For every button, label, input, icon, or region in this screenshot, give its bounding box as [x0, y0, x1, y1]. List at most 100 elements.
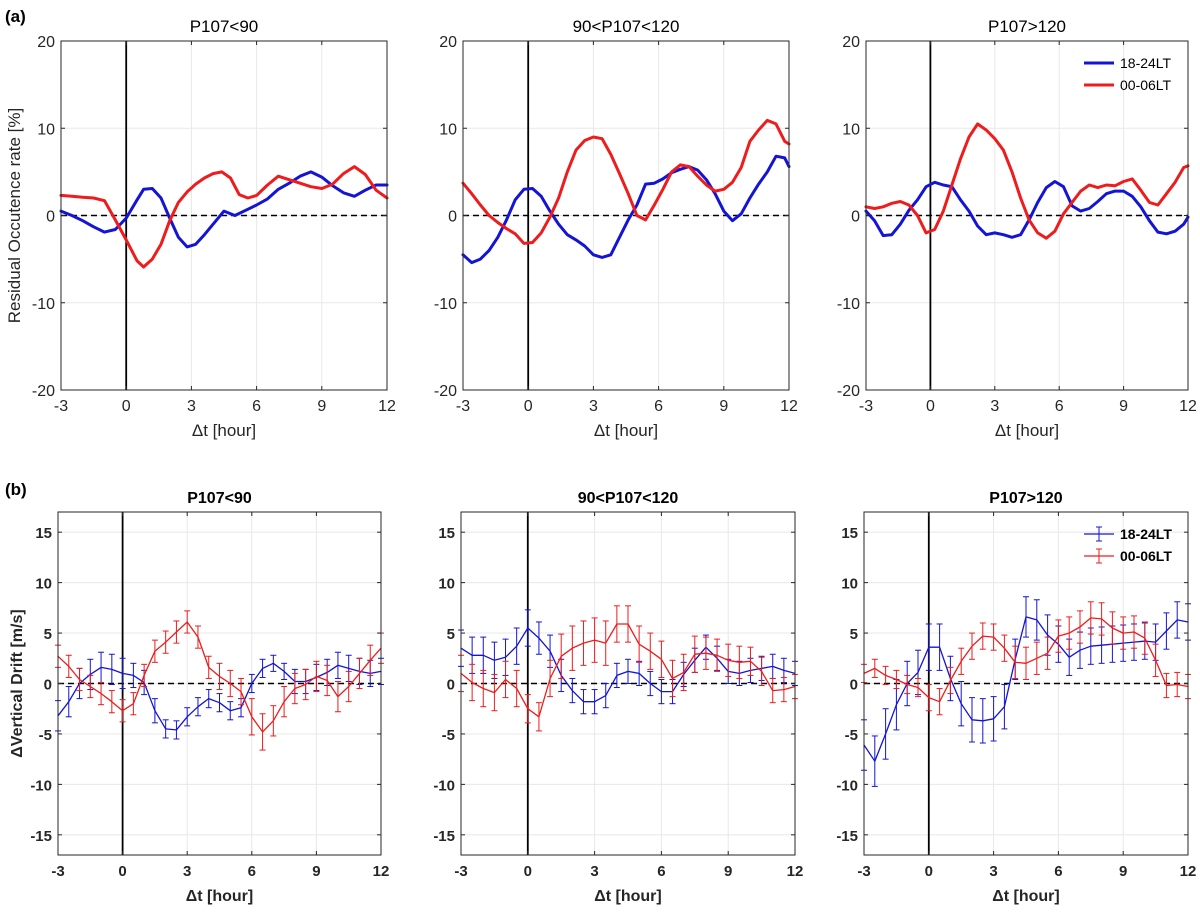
x-tick-label: 9: [312, 863, 320, 880]
y-tick-label: -5: [39, 727, 52, 744]
row-a-label: (a): [5, 7, 26, 26]
x-tick-label: 0: [926, 398, 935, 415]
series-red: [458, 605, 798, 732]
x-axis-label: Δt [hour]: [186, 888, 253, 905]
x-tick-label: -3: [54, 398, 68, 415]
x-tick-label: 6: [252, 398, 261, 415]
chart-title: P107<90: [190, 17, 259, 36]
x-tick-label: 12: [780, 398, 798, 415]
series-red: [861, 601, 1191, 716]
chart-panel-2: -3 0 3 6 9 12 -20 -10 0 10 20 90<P107<120 Δt [hour]: [434, 17, 798, 440]
y-tick-label: 10: [841, 576, 858, 593]
chart-panel-3: -3 0 3 6 9 12 -20 -10 0 10 20 P107>120 Δt [hour] 18-2…: [837, 17, 1197, 440]
y-tick-label: -10: [30, 777, 52, 794]
x-axis-label: Δt [hour]: [594, 421, 658, 440]
y-tick-label: -20: [434, 383, 457, 400]
y-tick-label: -10: [32, 296, 55, 313]
legend-label: 00-06LT: [1120, 77, 1172, 93]
legend-label: 18-24LT: [1120, 526, 1172, 542]
legend: 18-24LT 00-06LT: [1084, 526, 1172, 564]
chart-panel-1: -3 0 3 6 9 12 -20 -10 0 10 20 P107<90 Δt [hour] Resid…: [5, 17, 396, 440]
y-tick-label: -15: [30, 828, 52, 845]
legend: 18-24LT 00-06LT: [1084, 55, 1172, 93]
x-tick-label: 3: [187, 398, 196, 415]
y-axis-label: ΔVertical Drift [m/s]: [9, 609, 26, 757]
x-tick-label: 6: [657, 863, 665, 880]
x-tick-label: 9: [1119, 398, 1128, 415]
y-tick-label: 10: [439, 121, 457, 138]
y-tick-label: 15: [35, 525, 52, 542]
x-tick-label: 12: [787, 863, 804, 880]
y-tick-label: 10: [35, 576, 52, 593]
x-tick-label: 9: [317, 398, 326, 415]
x-tick-label: 12: [1179, 398, 1197, 415]
series-red: [864, 122, 1190, 240]
x-axis-label: Δt [hour]: [992, 888, 1059, 905]
x-tick-label: 3: [589, 398, 598, 415]
x-tick-label: 0: [118, 863, 126, 880]
y-tick-label: -15: [433, 828, 455, 845]
x-tick-label: 0: [925, 863, 933, 880]
x-tick-label: 6: [248, 863, 256, 880]
x-tick-label: 9: [724, 863, 732, 880]
series-line: [461, 154, 791, 265]
panels: -3 0 3 6 9 12 -20 -10 0 10 20 P107<90 Δt [hour] Resid…: [5, 17, 1197, 905]
x-axis-label: Δt [hour]: [594, 888, 661, 905]
x-axis-label: Δt [hour]: [192, 421, 256, 440]
y-tick-label: 10: [37, 121, 55, 138]
series-blue: [461, 154, 791, 265]
x-tick-label: 6: [1054, 863, 1062, 880]
x-tick-label: 3: [590, 863, 598, 880]
y-axis-label: Residual Occutence rate [%]: [5, 108, 24, 323]
y-tick-label: -5: [845, 727, 858, 744]
x-tick-label: -3: [51, 863, 64, 880]
series-blue: [861, 596, 1191, 787]
y-tick-label: 15: [841, 525, 858, 542]
y-tick-label: 5: [447, 626, 455, 643]
y-tick-label: 10: [842, 121, 860, 138]
y-tick-label: 20: [37, 34, 55, 51]
x-tick-label: 9: [719, 398, 728, 415]
x-tick-label: 9: [1119, 863, 1127, 880]
y-tick-label: 0: [46, 209, 55, 226]
legend-label: 00-06LT: [1120, 548, 1172, 564]
x-tick-label: 3: [183, 863, 191, 880]
x-tick-label: -3: [454, 863, 467, 880]
x-tick-label: -3: [857, 863, 870, 880]
y-tick-label: 0: [44, 677, 52, 694]
y-tick-label: 5: [44, 626, 52, 643]
y-tick-label: -10: [434, 296, 457, 313]
x-tick-label: 0: [524, 863, 532, 880]
x-tick-label: 0: [524, 398, 533, 415]
series-line: [460, 623, 796, 718]
series-line: [57, 621, 382, 733]
chart-panel-4: -3 0 3 6 9 12 -15 -10 -5 0 5 10 15 P107<90 Δt [hour] ΔV…: [9, 490, 389, 905]
y-tick-label: 5: [850, 626, 858, 643]
y-tick-label: 20: [842, 34, 860, 51]
series-line: [461, 118, 791, 245]
chart-panel-5: -3 0 3 6 9 12 -15 -10 -5 0 5 10 15 90<P107<120 Δt [hou…: [433, 490, 803, 905]
series-line: [863, 617, 1189, 703]
series-line: [59, 165, 389, 269]
y-tick-label: -10: [433, 777, 455, 794]
x-axis-label: Δt [hour]: [995, 421, 1059, 440]
series-red: [59, 165, 389, 269]
chart-title: P107>120: [988, 17, 1066, 36]
x-tick-label: 0: [122, 398, 131, 415]
x-tick-label: -3: [456, 398, 470, 415]
y-tick-label: 0: [851, 209, 860, 226]
chart-panel-6: -3 0 3 6 9 12 -15 -10 -5 0 5 10 15 P107>120 Δt [hour] 1…: [836, 490, 1196, 905]
y-tick-label: -10: [836, 777, 858, 794]
x-tick-label: 6: [1055, 398, 1064, 415]
series-line: [863, 616, 1189, 762]
legend-label: 18-24LT: [1120, 55, 1172, 71]
x-tick-label: 12: [373, 863, 390, 880]
chart-title: P107>120: [989, 490, 1063, 507]
x-tick-label: 3: [990, 398, 999, 415]
y-tick-label: 0: [850, 677, 858, 694]
y-tick-label: -15: [836, 828, 858, 845]
y-tick-label: 0: [447, 677, 455, 694]
y-tick-label: 10: [438, 576, 455, 593]
x-tick-label: -3: [859, 398, 873, 415]
x-tick-label: 6: [654, 398, 663, 415]
